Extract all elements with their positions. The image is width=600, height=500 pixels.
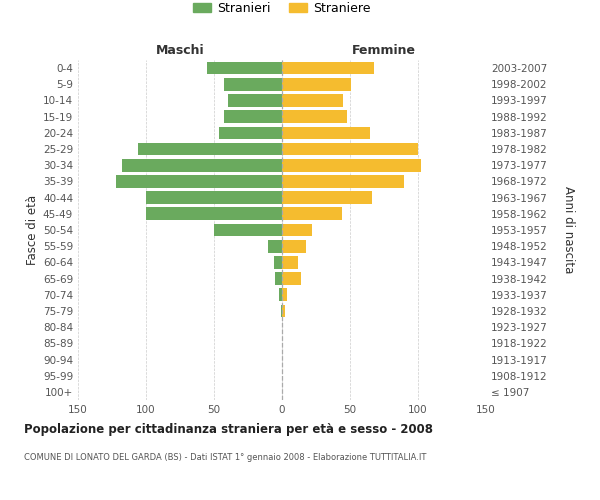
Bar [282,78,352,90]
Bar [282,142,418,156]
Bar [207,62,282,74]
Bar [282,94,343,107]
Bar [282,272,301,285]
Bar [282,224,312,236]
Bar [224,78,282,90]
Y-axis label: Anni di nascita: Anni di nascita [562,186,575,274]
Bar [282,208,342,220]
Y-axis label: Fasce di età: Fasce di età [26,195,39,265]
Bar [282,175,404,188]
Bar [281,304,282,318]
Bar [282,110,347,123]
Text: Popolazione per cittadinanza straniera per età e sesso - 2008: Popolazione per cittadinanza straniera p… [24,422,433,436]
Bar [282,192,372,204]
Text: COMUNE DI LONATO DEL GARDA (BS) - Dati ISTAT 1° gennaio 2008 - Elaborazione TUTT: COMUNE DI LONATO DEL GARDA (BS) - Dati I… [24,452,427,462]
Bar [224,110,282,123]
Bar [282,256,298,268]
Bar [282,240,307,252]
Bar [146,192,282,204]
Bar [282,62,374,74]
Bar [268,240,282,252]
Bar [282,159,421,172]
Bar [282,126,370,139]
Bar [122,159,282,172]
Bar [282,288,287,301]
Legend: Stranieri, Straniere: Stranieri, Straniere [188,0,376,20]
Bar [227,94,282,107]
Bar [220,126,282,139]
Bar [282,304,285,318]
Bar [275,272,282,285]
Bar [116,175,282,188]
Text: Maschi: Maschi [155,44,205,57]
Bar [138,142,282,156]
Bar [146,208,282,220]
Text: Femmine: Femmine [352,44,416,57]
Bar [279,288,282,301]
Bar [274,256,282,268]
Bar [214,224,282,236]
